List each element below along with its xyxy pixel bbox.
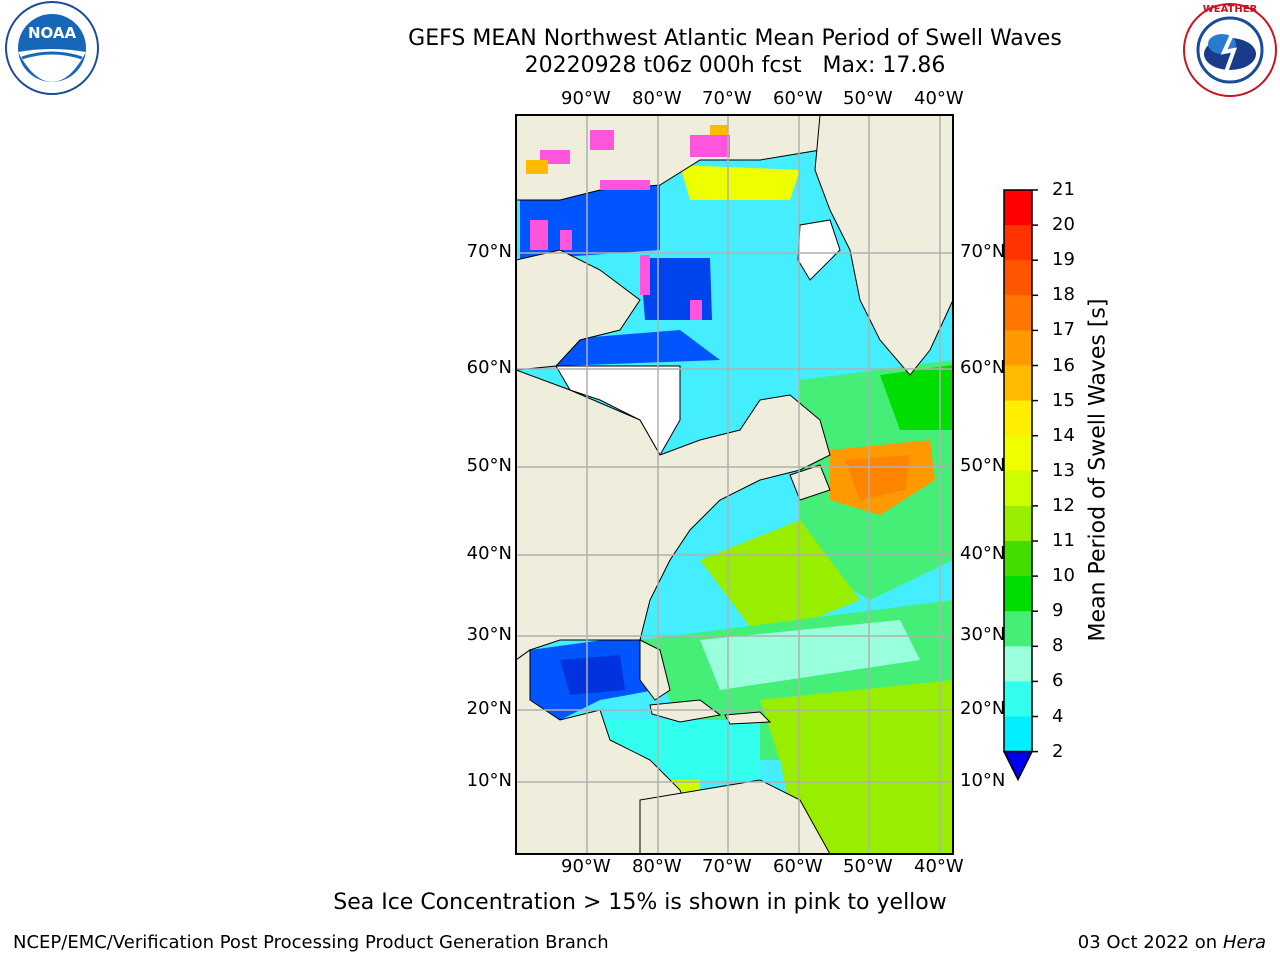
colorbar-tick-label: 14 — [1052, 424, 1075, 446]
lat-label-right: 30°N — [960, 624, 1006, 645]
colorbar-swatch — [1004, 470, 1032, 507]
lat-label-left: 60°N — [466, 357, 512, 378]
lat-label-right: 10°N — [960, 770, 1006, 791]
colorbar-extend-arrow — [1002, 750, 1034, 782]
colorbar-tick-label: 12 — [1052, 494, 1075, 516]
lon-label-top: 90°W — [561, 88, 611, 109]
colorbar-tick-label: 9 — [1052, 600, 1064, 622]
map-frame — [515, 114, 954, 855]
colorbar-swatch — [1004, 190, 1032, 226]
lon-label-bottom: 40°W — [914, 856, 964, 877]
colorbar-tick-label: 10 — [1052, 565, 1075, 587]
nws-logo: WEATHER — [1183, 3, 1277, 97]
colorbar-tick-label: 4 — [1052, 705, 1064, 727]
colorbar-swatch — [1004, 541, 1032, 577]
chart-title: GEFS MEAN Northwest Atlantic Mean Period… — [408, 26, 1062, 51]
colorbar-swatch — [1004, 400, 1032, 437]
lon-label-bottom: 90°W — [561, 856, 611, 877]
lat-label-left: 30°N — [466, 624, 512, 645]
run-date: 03 Oct 2022 on Hera — [1078, 932, 1266, 953]
lon-label-bottom: 70°W — [702, 856, 752, 877]
colorbar — [1002, 189, 1038, 782]
sea-ice-note: Sea Ice Concentration > 15% is shown in … — [333, 890, 947, 915]
colorbar-swatch — [1004, 611, 1032, 647]
svg-text:WEATHER: WEATHER — [1203, 4, 1258, 15]
lat-label-left: 20°N — [466, 698, 512, 719]
chart-subtitle: 20220928 t06z 000h fcst Max: 17.86 — [524, 53, 946, 78]
colorbar-swatch — [1004, 681, 1032, 717]
colorbar-tick-label: 20 — [1052, 214, 1075, 236]
lat-label-left: 10°N — [466, 770, 512, 791]
colorbar-swatch — [1004, 576, 1032, 612]
lat-label-left: 40°N — [466, 543, 512, 564]
lat-label-right: 60°N — [960, 357, 1006, 378]
colorbar-tick-label: 2 — [1052, 740, 1064, 762]
lon-label-bottom: 50°W — [843, 856, 893, 877]
colorbar-tick-label: 16 — [1052, 354, 1075, 376]
colorbar-tick-label: 17 — [1052, 319, 1075, 341]
lon-label-top: 50°W — [843, 88, 893, 109]
colorbar-tick-label: 19 — [1052, 249, 1075, 271]
run-date-text: 03 Oct 2022 on — [1077, 932, 1223, 953]
colorbar-swatch — [1004, 505, 1032, 542]
lon-label-top: 70°W — [702, 88, 752, 109]
graticule — [516, 115, 953, 854]
colorbar-swatch — [1004, 435, 1032, 472]
colorbar-tick-label: 15 — [1052, 389, 1075, 411]
lat-label-right: 40°N — [960, 543, 1006, 564]
colorbar-swatch — [1004, 716, 1032, 753]
lon-label-top: 40°W — [914, 88, 964, 109]
lon-label-bottom: 60°W — [773, 856, 823, 877]
lon-label-top: 60°W — [773, 88, 823, 109]
lat-label-right: 50°N — [960, 455, 1006, 476]
colorbar-tick-label: 18 — [1052, 284, 1075, 306]
svg-text:NOAA: NOAA — [28, 24, 77, 42]
lon-label-bottom: 80°W — [632, 856, 682, 877]
org-credit: NCEP/EMC/Verification Post Processing Pr… — [13, 932, 609, 953]
lat-label-left: 50°N — [466, 455, 512, 476]
map-field — [516, 115, 953, 854]
colorbar-tick-label: 6 — [1052, 670, 1064, 692]
colorbar-swatch — [1004, 330, 1032, 366]
lon-label-top: 80°W — [632, 88, 682, 109]
lat-label-right: 70°N — [960, 241, 1006, 262]
colorbar-swatch — [1004, 260, 1032, 296]
noaa-logo: NOAA — [5, 1, 99, 95]
colorbar-label: Mean Period of Swell Waves [s] — [1085, 298, 1111, 642]
colorbar-tick-label: 8 — [1052, 635, 1064, 657]
colorbar-swatch — [1004, 225, 1032, 261]
colorbar-swatch — [1004, 295, 1032, 331]
lat-label-right: 20°N — [960, 698, 1006, 719]
lat-label-left: 70°N — [466, 241, 512, 262]
colorbar-tick-label: 21 — [1052, 179, 1075, 200]
colorbar-tick-label: 13 — [1052, 459, 1075, 481]
sea-ice-patches — [526, 125, 730, 320]
colorbar-tick-label: 11 — [1052, 530, 1075, 551]
colorbar-swatch — [1004, 365, 1032, 402]
host-name: Hera — [1222, 932, 1266, 953]
colorbar-swatch — [1004, 646, 1032, 682]
